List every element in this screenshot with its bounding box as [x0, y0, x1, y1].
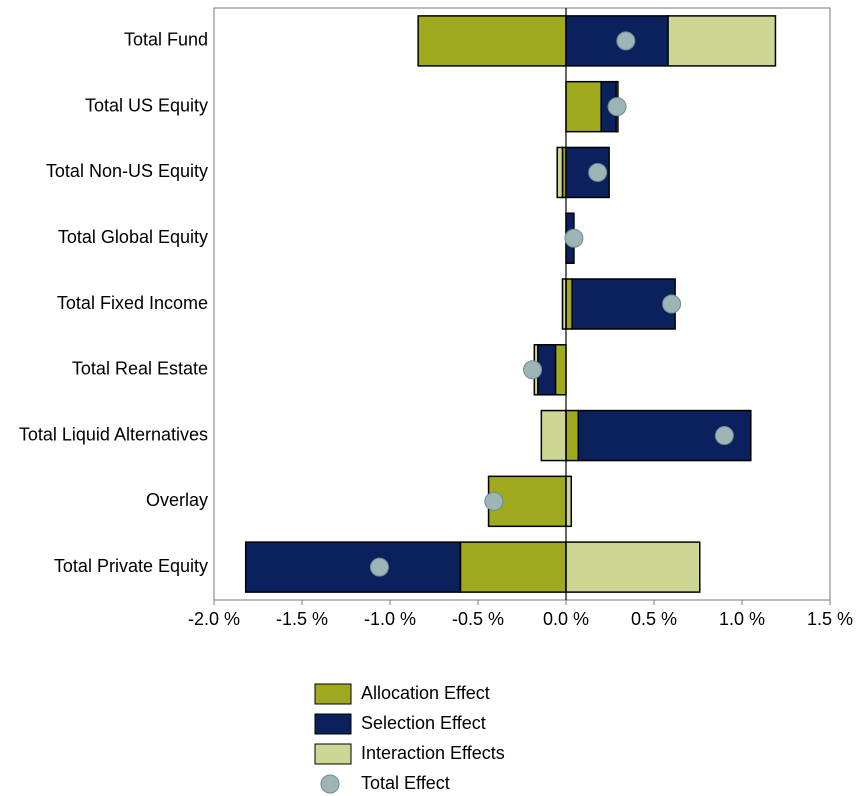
y-tick-label: Total Fund [124, 30, 208, 50]
bar [556, 146, 564, 199]
x-tick-label: -2.0 % [188, 609, 240, 629]
x-tick-label: -0.5 % [452, 609, 504, 629]
bar [565, 278, 573, 330]
total-marker [616, 31, 636, 51]
total-marker [607, 97, 627, 117]
x-tick-label: -1.0 % [364, 609, 416, 629]
legend-label: Allocation Effect [361, 683, 490, 703]
y-tick-label: Total Non-US Equity [46, 161, 208, 181]
bar [667, 15, 777, 67]
x-tick-label: 0.0 % [543, 609, 589, 629]
x-tick-label: 1.0 % [719, 609, 765, 629]
legend-label: Selection Effect [361, 713, 486, 733]
x-tick-label: 0.5 % [631, 609, 677, 629]
bar [554, 344, 567, 396]
y-tick-label: Total Global Equity [58, 227, 208, 247]
bar [571, 278, 676, 330]
y-tick-label: Total Real Estate [72, 359, 208, 379]
legend-marker [320, 774, 340, 794]
legend-swatch [314, 743, 352, 765]
legend-label: Total Effect [361, 773, 450, 793]
legend-label: Interaction Effects [361, 743, 505, 763]
total-marker [714, 426, 734, 446]
y-tick-label: Total Private Equity [54, 556, 208, 576]
legend-swatch [314, 683, 352, 705]
bar [565, 541, 701, 593]
plot-frame [213, 7, 831, 601]
bar [244, 541, 462, 593]
total-marker [588, 162, 608, 182]
total-marker [564, 228, 584, 248]
total-marker [662, 294, 682, 314]
y-tick-label: Total Fixed Income [57, 293, 208, 313]
bar [565, 80, 602, 133]
total-marker [484, 491, 504, 511]
x-tick-label: 1.5 % [807, 609, 853, 629]
x-tick-label: -1.5 % [276, 609, 328, 629]
bar [417, 15, 567, 67]
y-tick-label: Total US Equity [85, 95, 208, 115]
bar [540, 409, 567, 462]
legend-swatch [314, 713, 352, 735]
y-tick-label: Overlay [146, 490, 208, 510]
y-tick-label: Total Liquid Alternatives [19, 424, 208, 444]
bar [459, 541, 567, 593]
bar [565, 409, 580, 462]
total-marker [369, 557, 389, 577]
total-marker [523, 360, 543, 380]
bar [565, 475, 573, 528]
